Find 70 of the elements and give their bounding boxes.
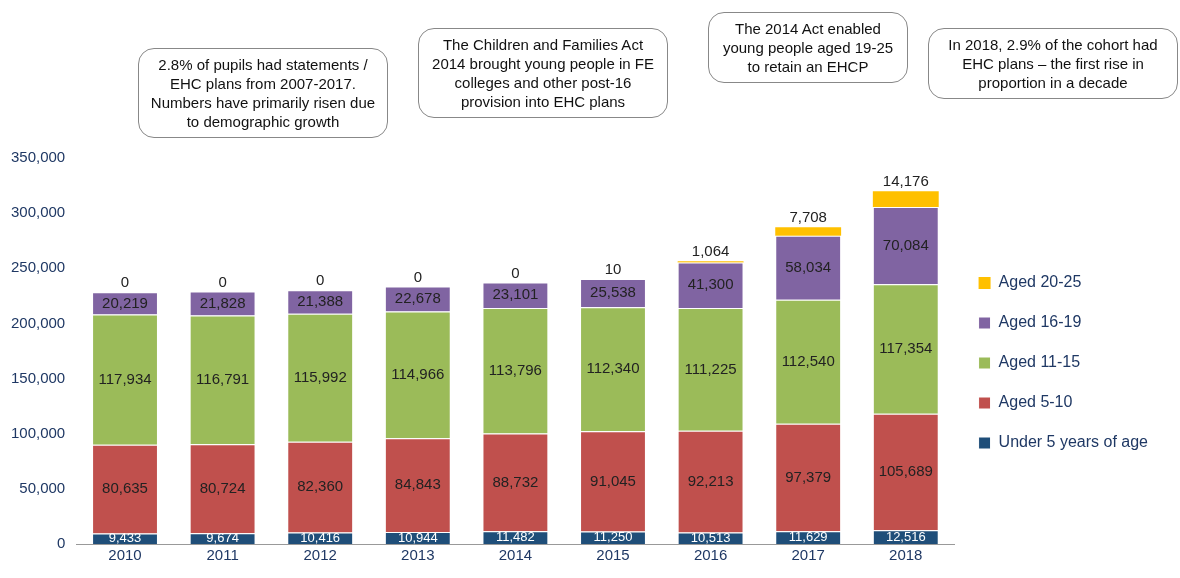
data-label: 117,354 — [879, 339, 933, 357]
y-tick-label: 100,000 — [10, 423, 66, 441]
data-label: 80,635 — [102, 479, 148, 497]
data-label: 12,516 — [885, 528, 926, 544]
data-label: 10,944 — [397, 529, 438, 545]
data-label: 116,791 — [196, 370, 250, 388]
text: The 2014 Act enabled young people aged 19-25 to retain an EHCP — [708, 12, 908, 83]
data-label: 20,219 — [102, 293, 148, 311]
data-label: 97,379 — [785, 467, 832, 485]
data-label: 58,034 — [785, 257, 832, 275]
x-tick-label: 2014 — [498, 546, 533, 564]
x-tick-label: 2016 — [693, 546, 728, 564]
y-tick-label: 300,000 — [10, 203, 66, 221]
legend-label: Aged 16-19 — [998, 313, 1082, 331]
data-label: 10,416 — [300, 529, 341, 545]
data-label: 115,992 — [293, 367, 347, 385]
data-label: 105,689 — [878, 462, 933, 480]
data-label: 92,213 — [687, 471, 734, 489]
data-label: 21,388 — [297, 292, 344, 310]
x-tick-label: 2015 — [596, 546, 630, 564]
y-tick-label: 200,000 — [10, 313, 66, 331]
data-label: 82,360 — [297, 477, 344, 495]
data-label: 0 — [413, 267, 422, 285]
data-label: 9,433 — [108, 530, 142, 546]
data-label: 80,724 — [199, 478, 246, 496]
data-label: 10,513 — [690, 529, 731, 545]
data-label: 11,482 — [496, 529, 535, 545]
data-label: 88,732 — [492, 472, 539, 490]
y-tick-label: 250,000 — [10, 258, 66, 276]
x-tick-label: 2010 — [108, 546, 142, 564]
data-label: 22,678 — [394, 289, 441, 307]
data-label: 117,934 — [98, 369, 152, 387]
x-tick-label: 2013 — [401, 546, 435, 564]
data-label: 113,796 — [488, 360, 542, 378]
legend-label: Aged 20-25 — [998, 273, 1082, 291]
data-label: 91,045 — [590, 471, 636, 489]
data-label: 70,084 — [882, 235, 929, 253]
data-label: 112,540 — [781, 351, 835, 369]
text: 2.8% of pupils had statements / EHC plans from 2007-2017. Numbers have primarily risen due to demographic growth — [138, 48, 388, 138]
y-tick-label: 0 — [56, 534, 66, 552]
x-tick-label: 2018 — [889, 546, 923, 564]
data-label: 11,629 — [788, 529, 828, 545]
x-tick-label: 2011 — [206, 546, 239, 564]
y-tick-label: 50,000 — [19, 479, 66, 496]
data-label: 1,064 — [691, 242, 730, 260]
data-label: 0 — [120, 273, 130, 291]
data-label: 25,538 — [590, 283, 636, 301]
data-label: 0 — [511, 263, 520, 281]
data-label: 84,843 — [394, 475, 441, 493]
data-label: 0 — [316, 271, 325, 289]
data-label: 7,708 — [789, 208, 827, 226]
x-tick-label: 2017 — [791, 546, 825, 564]
data-label: 111,225 — [684, 359, 737, 377]
y-tick-label: 150,000 — [10, 368, 66, 386]
data-label: 0 — [218, 272, 227, 290]
data-label: 112,340 — [586, 359, 640, 377]
text: The Children and Families Act 2014 brought young people in FE colleges and other post-16 provision into EHC plans — [418, 28, 668, 118]
data-label: 11,250 — [593, 529, 633, 545]
data-label: 21,828 — [199, 293, 246, 311]
data-label: 114,966 — [391, 365, 445, 383]
text: In 2018, 2.9% of the cohort had EHC plans – the first rise in proportion in a decade — [928, 28, 1178, 99]
data-label: 14,176 — [882, 172, 929, 190]
legend-label: Aged 5-10 — [998, 393, 1073, 411]
data-label: 23,101 — [492, 285, 539, 303]
legend-label: Aged 11-15 — [998, 353, 1081, 371]
data-label: 41,300 — [687, 275, 734, 293]
x-tick-label: 2012 — [303, 546, 337, 564]
legend-label: Under 5 years of age — [998, 433, 1149, 451]
y-tick-label: 350,000 — [10, 148, 66, 166]
data-label: 10 — [604, 260, 622, 278]
